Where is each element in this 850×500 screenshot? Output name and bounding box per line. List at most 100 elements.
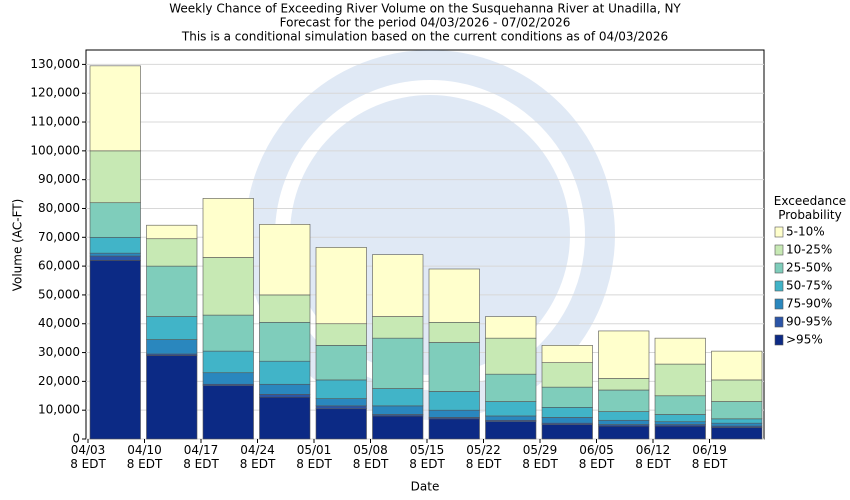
- subtitle: Forecast for the period 04/03/2026 - 07/…: [280, 16, 571, 30]
- x-tick-label: 05/01 8 EDT: [296, 443, 332, 471]
- bar-segment: [598, 411, 650, 421]
- x-tick-label: 05/15 8 EDT: [409, 443, 445, 471]
- bar-segment: [146, 265, 198, 317]
- bar-segment: [315, 247, 367, 325]
- legend-label: 50-75%: [786, 279, 832, 293]
- bar-segment: [541, 424, 593, 440]
- x-tick-label: 04/17 8 EDT: [183, 443, 219, 471]
- bar-segment: [146, 224, 198, 240]
- x-tick-label: 04/24 8 EDT: [239, 443, 276, 471]
- y-axis-label: Volume (AC-FT): [11, 199, 25, 292]
- legend-label: 75-90%: [786, 297, 832, 311]
- bar-segment: [711, 401, 763, 420]
- bar-segment: [541, 362, 593, 388]
- bar-segment: [315, 323, 367, 346]
- y-tick-label: 100,000: [30, 143, 80, 157]
- legend-swatch: [774, 262, 784, 274]
- bar-segment: [372, 337, 424, 389]
- y-tick-label: 60,000: [38, 259, 80, 273]
- bar-segment: [89, 255, 141, 261]
- bar-segment: [202, 314, 254, 352]
- legend-label: 10-25%: [786, 243, 832, 257]
- x-tick-label: 06/12 8 EDT: [635, 443, 671, 471]
- bar-segment: [89, 150, 141, 204]
- legend-label: >95%: [786, 333, 823, 347]
- bar-segment: [202, 257, 254, 316]
- legend-label: 5-10%: [786, 225, 825, 239]
- y-tick-label: 10,000: [38, 403, 80, 417]
- bar-segment: [259, 294, 311, 323]
- bar-segment: [372, 415, 424, 440]
- bar-segment: [541, 345, 593, 363]
- bar-segment: [259, 383, 311, 395]
- legend-swatch: [774, 316, 784, 328]
- bar-segment: [89, 252, 141, 257]
- bar-segment: [202, 372, 254, 385]
- bar-segment: [428, 321, 480, 343]
- bar-segment: [259, 360, 311, 385]
- legend-swatch: [774, 244, 784, 256]
- bar-segment: [315, 408, 367, 440]
- subtitle: This is a conditional simulation based o…: [181, 30, 668, 44]
- bar-segment: [711, 418, 763, 424]
- bar-segment: [428, 409, 480, 418]
- bar-segment: [372, 405, 424, 415]
- x-tick-label: 05/29 8 EDT: [522, 443, 558, 471]
- bar-segment: [315, 398, 367, 407]
- plot-area: [85, 49, 765, 440]
- x-axis-label: Date: [411, 480, 440, 494]
- bar-segment: [146, 355, 198, 440]
- bar-segment: [372, 254, 424, 317]
- x-tick-label: 04/10 8 EDT: [126, 443, 163, 471]
- x-tick-label: 05/08 8 EDT: [352, 443, 389, 471]
- y-tick-label: 90,000: [38, 172, 80, 186]
- x-tick-label: 04/03 8 EDT: [70, 443, 106, 471]
- bar-segment: [598, 330, 650, 379]
- bar-segment: [146, 316, 198, 340]
- legend-swatch: [774, 334, 784, 346]
- bar-segment: [485, 373, 537, 402]
- y-tick-label: 70,000: [38, 230, 80, 244]
- legend-swatch: [774, 298, 784, 310]
- x-tick-label: 06/05 8 EDT: [578, 443, 615, 471]
- x-tick-label: 05/22 8 EDT: [465, 443, 502, 471]
- y-tick-label: 110,000: [30, 115, 80, 129]
- y-tick-label: 0: [72, 432, 80, 446]
- legend-swatch: [774, 280, 784, 292]
- bar-segment: [428, 342, 480, 392]
- y-tick-label: 130,000: [30, 57, 80, 71]
- bar-segment: [372, 388, 424, 407]
- bar-segment: [598, 389, 650, 412]
- bar-segment: [259, 394, 311, 398]
- bar-segment: [259, 396, 311, 440]
- bar-segment: [259, 321, 311, 362]
- bar-segment: [428, 391, 480, 411]
- legend-label: 90-95%: [786, 315, 832, 329]
- bar-segment: [711, 379, 763, 402]
- bar-segment: [485, 316, 537, 339]
- legend-swatch: [774, 226, 784, 238]
- bar-segment: [372, 316, 424, 339]
- bar-segment: [315, 379, 367, 399]
- bar-segment: [598, 425, 650, 440]
- bar-segment: [541, 386, 593, 408]
- y-tick-label: 120,000: [30, 86, 80, 100]
- bar-segment: [315, 405, 367, 410]
- bar-segment: [89, 65, 141, 152]
- bar-segment: [654, 414, 706, 423]
- bar-segment: [711, 350, 763, 381]
- bar-segment: [711, 427, 763, 440]
- bar-segment: [711, 422, 763, 427]
- bar-segment: [654, 425, 706, 440]
- y-tick-label: 20,000: [38, 374, 80, 388]
- x-tick-label: 06/19 8 EDT: [691, 443, 728, 471]
- bar-segment: [428, 418, 480, 440]
- bar-segment: [428, 268, 480, 323]
- bar-segment: [541, 417, 593, 424]
- bar-segment: [89, 236, 141, 254]
- y-tick-label: 50,000: [38, 287, 80, 301]
- title: Weekly Chance of Exceeding River Volume …: [169, 2, 681, 16]
- y-tick-label: 80,000: [38, 201, 80, 215]
